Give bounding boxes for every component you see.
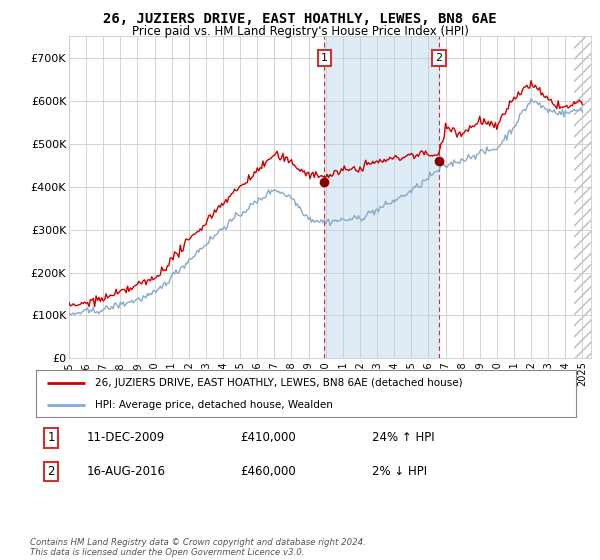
Text: 1: 1: [47, 431, 55, 445]
Text: 16-AUG-2016: 16-AUG-2016: [87, 465, 166, 478]
Text: 24% ↑ HPI: 24% ↑ HPI: [372, 431, 434, 445]
Text: 11-DEC-2009: 11-DEC-2009: [87, 431, 165, 445]
Bar: [574, 36, 591, 358]
Text: 1: 1: [321, 53, 328, 63]
Text: Price paid vs. HM Land Registry's House Price Index (HPI): Price paid vs. HM Land Registry's House …: [131, 25, 469, 38]
Bar: [574, 36, 591, 358]
Text: 2: 2: [47, 465, 55, 478]
Bar: [325, 36, 439, 358]
Text: 2% ↓ HPI: 2% ↓ HPI: [372, 465, 427, 478]
Text: 26, JUZIERS DRIVE, EAST HOATHLY, LEWES, BN8 6AE: 26, JUZIERS DRIVE, EAST HOATHLY, LEWES, …: [103, 12, 497, 26]
Text: HPI: Average price, detached house, Wealden: HPI: Average price, detached house, Weal…: [95, 400, 333, 410]
Text: 26, JUZIERS DRIVE, EAST HOATHLY, LEWES, BN8 6AE (detached house): 26, JUZIERS DRIVE, EAST HOATHLY, LEWES, …: [95, 378, 463, 388]
Text: £410,000: £410,000: [240, 431, 296, 445]
Text: £460,000: £460,000: [240, 465, 296, 478]
Text: Contains HM Land Registry data © Crown copyright and database right 2024.
This d: Contains HM Land Registry data © Crown c…: [30, 538, 366, 557]
Text: 2: 2: [436, 53, 443, 63]
